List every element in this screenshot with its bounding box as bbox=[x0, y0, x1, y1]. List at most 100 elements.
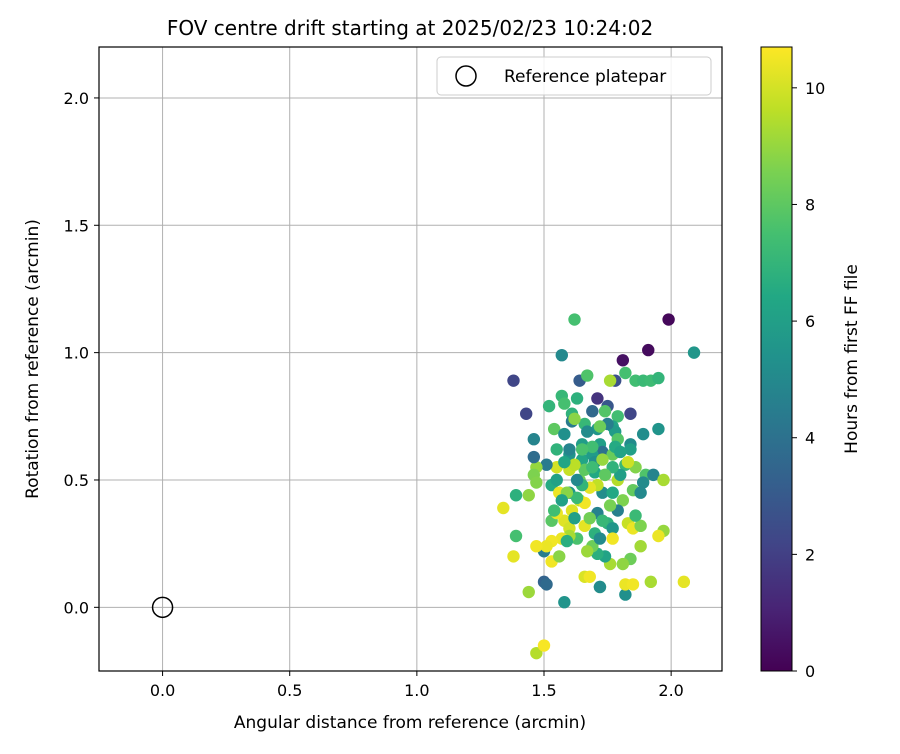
data-point bbox=[606, 522, 619, 535]
data-point bbox=[575, 443, 589, 456]
data-point bbox=[509, 529, 523, 543]
data-point bbox=[603, 499, 617, 512]
data-point bbox=[596, 514, 609, 527]
colorbar-ticks: 0 2 4 6 8 10 bbox=[792, 79, 825, 681]
data-point bbox=[555, 494, 568, 507]
data-point bbox=[530, 540, 543, 553]
data-point bbox=[530, 646, 543, 660]
data-point bbox=[598, 405, 612, 418]
data-point bbox=[593, 532, 607, 545]
data-point bbox=[586, 405, 599, 418]
y-tick-label: 1.5 bbox=[64, 216, 89, 235]
data-point bbox=[624, 407, 637, 420]
data-point bbox=[547, 422, 561, 436]
data-point bbox=[542, 399, 556, 413]
data-point bbox=[677, 575, 691, 589]
data-point bbox=[522, 585, 535, 599]
data-point bbox=[636, 427, 650, 441]
colorbar-tick-label: 2 bbox=[805, 545, 815, 564]
data-point bbox=[593, 580, 607, 594]
data-point bbox=[662, 313, 675, 326]
data-point bbox=[520, 407, 533, 420]
colorbar-tick-label: 10 bbox=[805, 79, 825, 98]
data-point bbox=[652, 371, 665, 385]
data-point bbox=[611, 410, 624, 423]
colorbar-label: Hours from first FF file bbox=[842, 264, 862, 454]
data-point bbox=[606, 486, 619, 499]
data-point bbox=[570, 473, 584, 487]
data-point bbox=[530, 476, 543, 489]
data-point bbox=[642, 343, 655, 357]
data-point bbox=[606, 532, 619, 545]
data-point bbox=[626, 578, 640, 591]
colorbar: 0 2 4 6 8 10 Hours from first FF file bbox=[760, 46, 862, 681]
data-point bbox=[586, 461, 599, 474]
data-point bbox=[555, 348, 568, 362]
data-point bbox=[606, 461, 619, 474]
data-point bbox=[624, 443, 637, 456]
legend: Reference platepar bbox=[436, 56, 712, 96]
data-point bbox=[586, 440, 599, 454]
legend-reference-icon bbox=[455, 65, 477, 87]
data-point bbox=[636, 476, 650, 489]
data-point bbox=[619, 588, 632, 601]
data-point bbox=[509, 489, 523, 502]
x-tick-label: 2.0 bbox=[658, 681, 683, 700]
data-point bbox=[619, 366, 632, 380]
data-point bbox=[591, 392, 604, 405]
colorbar-tick-label: 4 bbox=[805, 429, 815, 448]
data-point bbox=[558, 455, 571, 469]
y-tick-label: 2.0 bbox=[64, 89, 89, 108]
data-points bbox=[497, 313, 701, 660]
data-point bbox=[553, 550, 566, 563]
data-point bbox=[634, 519, 647, 533]
data-point bbox=[568, 458, 581, 471]
data-point bbox=[647, 468, 660, 482]
x-tick-label: 0.0 bbox=[150, 681, 175, 700]
data-point bbox=[583, 511, 596, 525]
data-point bbox=[540, 540, 553, 553]
data-point bbox=[657, 473, 670, 487]
grid-lines bbox=[99, 47, 722, 671]
data-point bbox=[644, 575, 657, 589]
data-point bbox=[652, 529, 665, 543]
data-point bbox=[581, 369, 594, 382]
y-axis-label: Rotation from reference (arcmin) bbox=[23, 219, 43, 499]
data-point bbox=[634, 540, 647, 553]
data-point bbox=[507, 374, 520, 387]
colorbar-gradient bbox=[760, 46, 793, 672]
x-tick-label: 1.5 bbox=[531, 681, 556, 700]
data-point bbox=[568, 412, 581, 426]
data-point bbox=[497, 501, 510, 515]
data-point bbox=[522, 489, 535, 502]
y-tick-label: 0.0 bbox=[64, 598, 89, 617]
data-point bbox=[583, 570, 596, 583]
y-axis-ticks: 0.0 0.5 1.0 1.5 2.0 bbox=[64, 89, 99, 617]
data-point bbox=[603, 374, 617, 387]
data-point bbox=[634, 486, 647, 499]
data-point bbox=[563, 443, 576, 456]
data-point bbox=[540, 458, 553, 471]
colorbar-tick-label: 8 bbox=[805, 195, 815, 214]
data-point bbox=[558, 427, 571, 441]
data-point bbox=[540, 578, 553, 591]
data-point bbox=[547, 504, 561, 517]
x-tick-label: 1.0 bbox=[404, 681, 429, 700]
y-tick-label: 0.5 bbox=[64, 471, 89, 490]
plot-frame bbox=[98, 46, 723, 672]
data-point bbox=[593, 420, 607, 433]
data-point bbox=[558, 397, 571, 410]
data-point bbox=[616, 494, 630, 507]
legend-box bbox=[436, 56, 712, 96]
colorbar-tick-label: 6 bbox=[805, 312, 815, 331]
data-point bbox=[550, 443, 563, 456]
x-axis-label: Angular distance from reference (arcmin) bbox=[234, 713, 586, 733]
data-point bbox=[596, 453, 609, 466]
data-point bbox=[687, 346, 701, 359]
data-point bbox=[558, 596, 571, 609]
data-point bbox=[507, 550, 520, 563]
data-point bbox=[527, 450, 541, 464]
x-axis-ticks: 0.0 0.5 1.0 1.5 2.0 bbox=[150, 671, 684, 700]
data-point bbox=[598, 468, 612, 482]
